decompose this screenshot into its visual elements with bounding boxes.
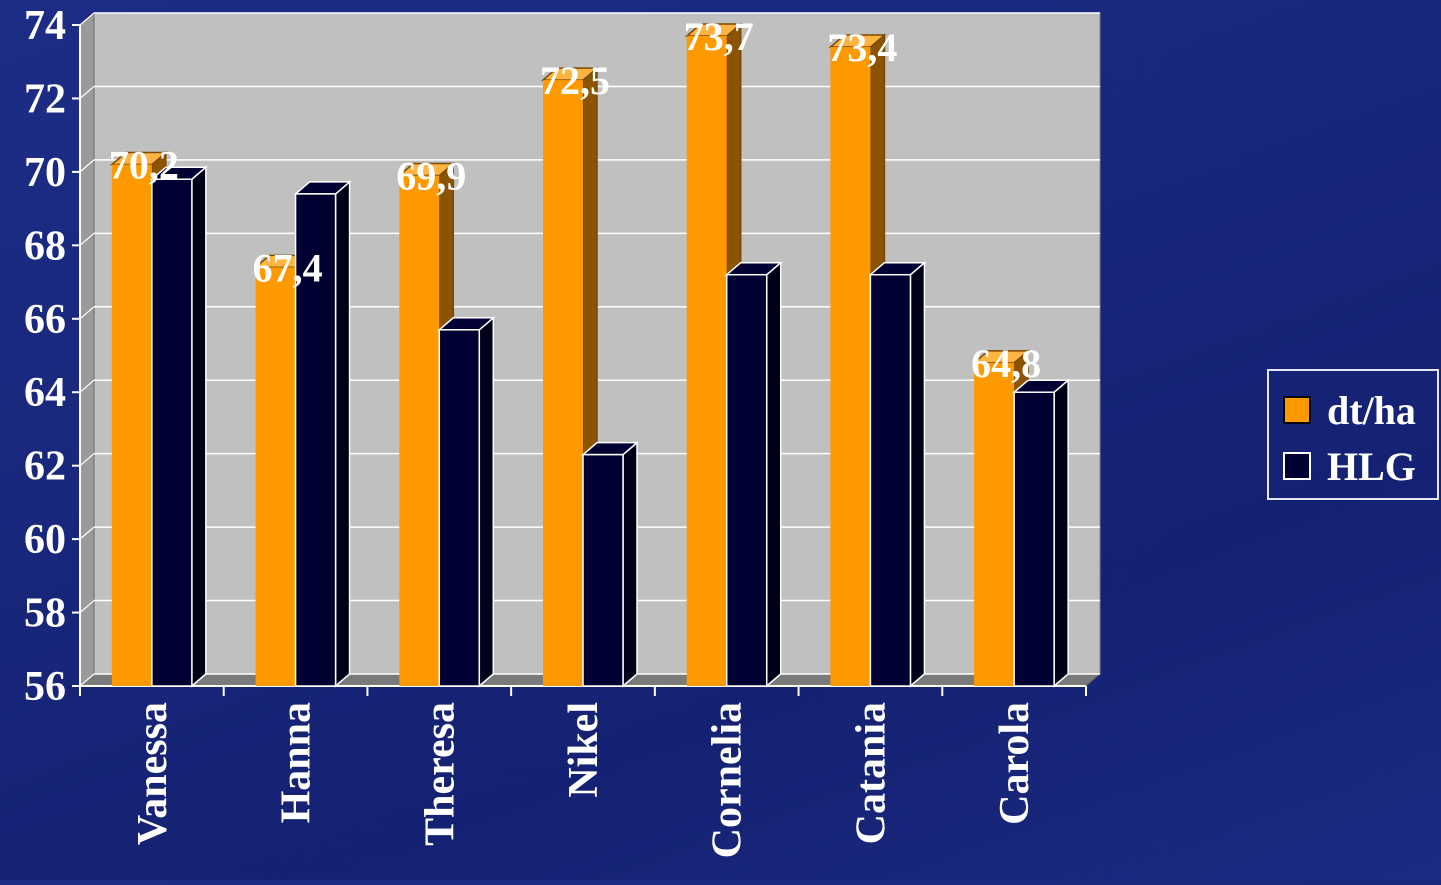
data-label-1: 67,4 <box>253 245 323 290</box>
bar-1-2 <box>438 329 481 687</box>
y-tick-label-3: 62 <box>24 444 66 490</box>
bar-side-1-6 <box>1053 378 1069 688</box>
data-label-2: 69,9 <box>396 154 466 199</box>
bar-0-3 <box>543 80 583 687</box>
y-tick-label-4: 64 <box>24 370 66 416</box>
legend-swatch-1 <box>1283 452 1311 480</box>
bar-side-1-3 <box>622 441 638 688</box>
data-label-6: 64,8 <box>971 341 1041 386</box>
gridline-side-4 <box>79 379 95 393</box>
gridline-side-1 <box>79 600 95 614</box>
y-tick-label-5: 66 <box>24 297 66 343</box>
bar-0-0 <box>111 164 152 687</box>
bar-0-5 <box>830 47 871 687</box>
gridline-side-6 <box>79 232 95 246</box>
data-label-4: 73,7 <box>684 14 754 59</box>
y-tick-label-6: 68 <box>24 223 66 269</box>
bar-side-1-4 <box>765 261 782 688</box>
legend-label-0: dt/ha <box>1327 387 1416 433</box>
y-tick-label-9: 74 <box>24 3 66 49</box>
bar-0-1 <box>255 267 296 686</box>
bar-side-1-1 <box>334 180 351 688</box>
gridline-side-5 <box>79 306 95 320</box>
gridline-side-3 <box>79 453 95 467</box>
bar-side-1-0 <box>191 165 207 688</box>
gridline-side-8 <box>79 85 95 99</box>
bar-1-6 <box>1013 391 1055 687</box>
y-tick-label-7: 70 <box>24 150 66 196</box>
bar-1-1 <box>294 193 337 687</box>
bar-0-6 <box>974 362 1015 686</box>
data-label-0: 70,2 <box>109 143 179 188</box>
x-tick-label-3: Nikel <box>561 702 607 798</box>
legend-swatch-0 <box>1283 396 1311 424</box>
x-tick-label-0: Vanessa <box>130 702 176 845</box>
x-tick-label-6: Carola <box>992 702 1038 825</box>
legend-item-0: dt/ha <box>1283 385 1416 435</box>
x-tick-label-5: Catania <box>848 702 894 844</box>
bar-0-4 <box>686 36 727 687</box>
bar-0-2 <box>399 175 440 687</box>
bar-1-5 <box>869 273 912 687</box>
gridline-side-0 <box>79 673 95 687</box>
legend-item-1: HLG <box>1283 441 1416 491</box>
bar-1-0 <box>151 178 193 687</box>
x-tick-label-4: Cornelia <box>705 702 751 858</box>
legend: dt/ha HLG <box>1267 369 1439 500</box>
gridline-side-7 <box>79 159 95 173</box>
y-tick-label-8: 72 <box>24 76 66 122</box>
y-tick-label-0: 56 <box>24 664 66 710</box>
bar-1-3 <box>582 453 624 687</box>
x-tick-label-1: Hanna <box>274 702 320 823</box>
bar-side-1-5 <box>909 261 926 688</box>
gridline-side-2 <box>79 526 95 540</box>
y-tick-label-1: 58 <box>24 591 66 637</box>
y-tick-label-2: 60 <box>24 517 66 563</box>
x-tick-label-2: Theresa <box>417 702 463 846</box>
data-label-3: 72,5 <box>540 58 610 103</box>
bar-1-4 <box>725 273 768 687</box>
gridline-side-9 <box>79 12 95 26</box>
bar-side-1-2 <box>478 316 495 688</box>
data-label-5: 73,4 <box>827 25 897 70</box>
plot-side-wall <box>79 11 95 688</box>
legend-label-1: HLG <box>1327 443 1416 489</box>
